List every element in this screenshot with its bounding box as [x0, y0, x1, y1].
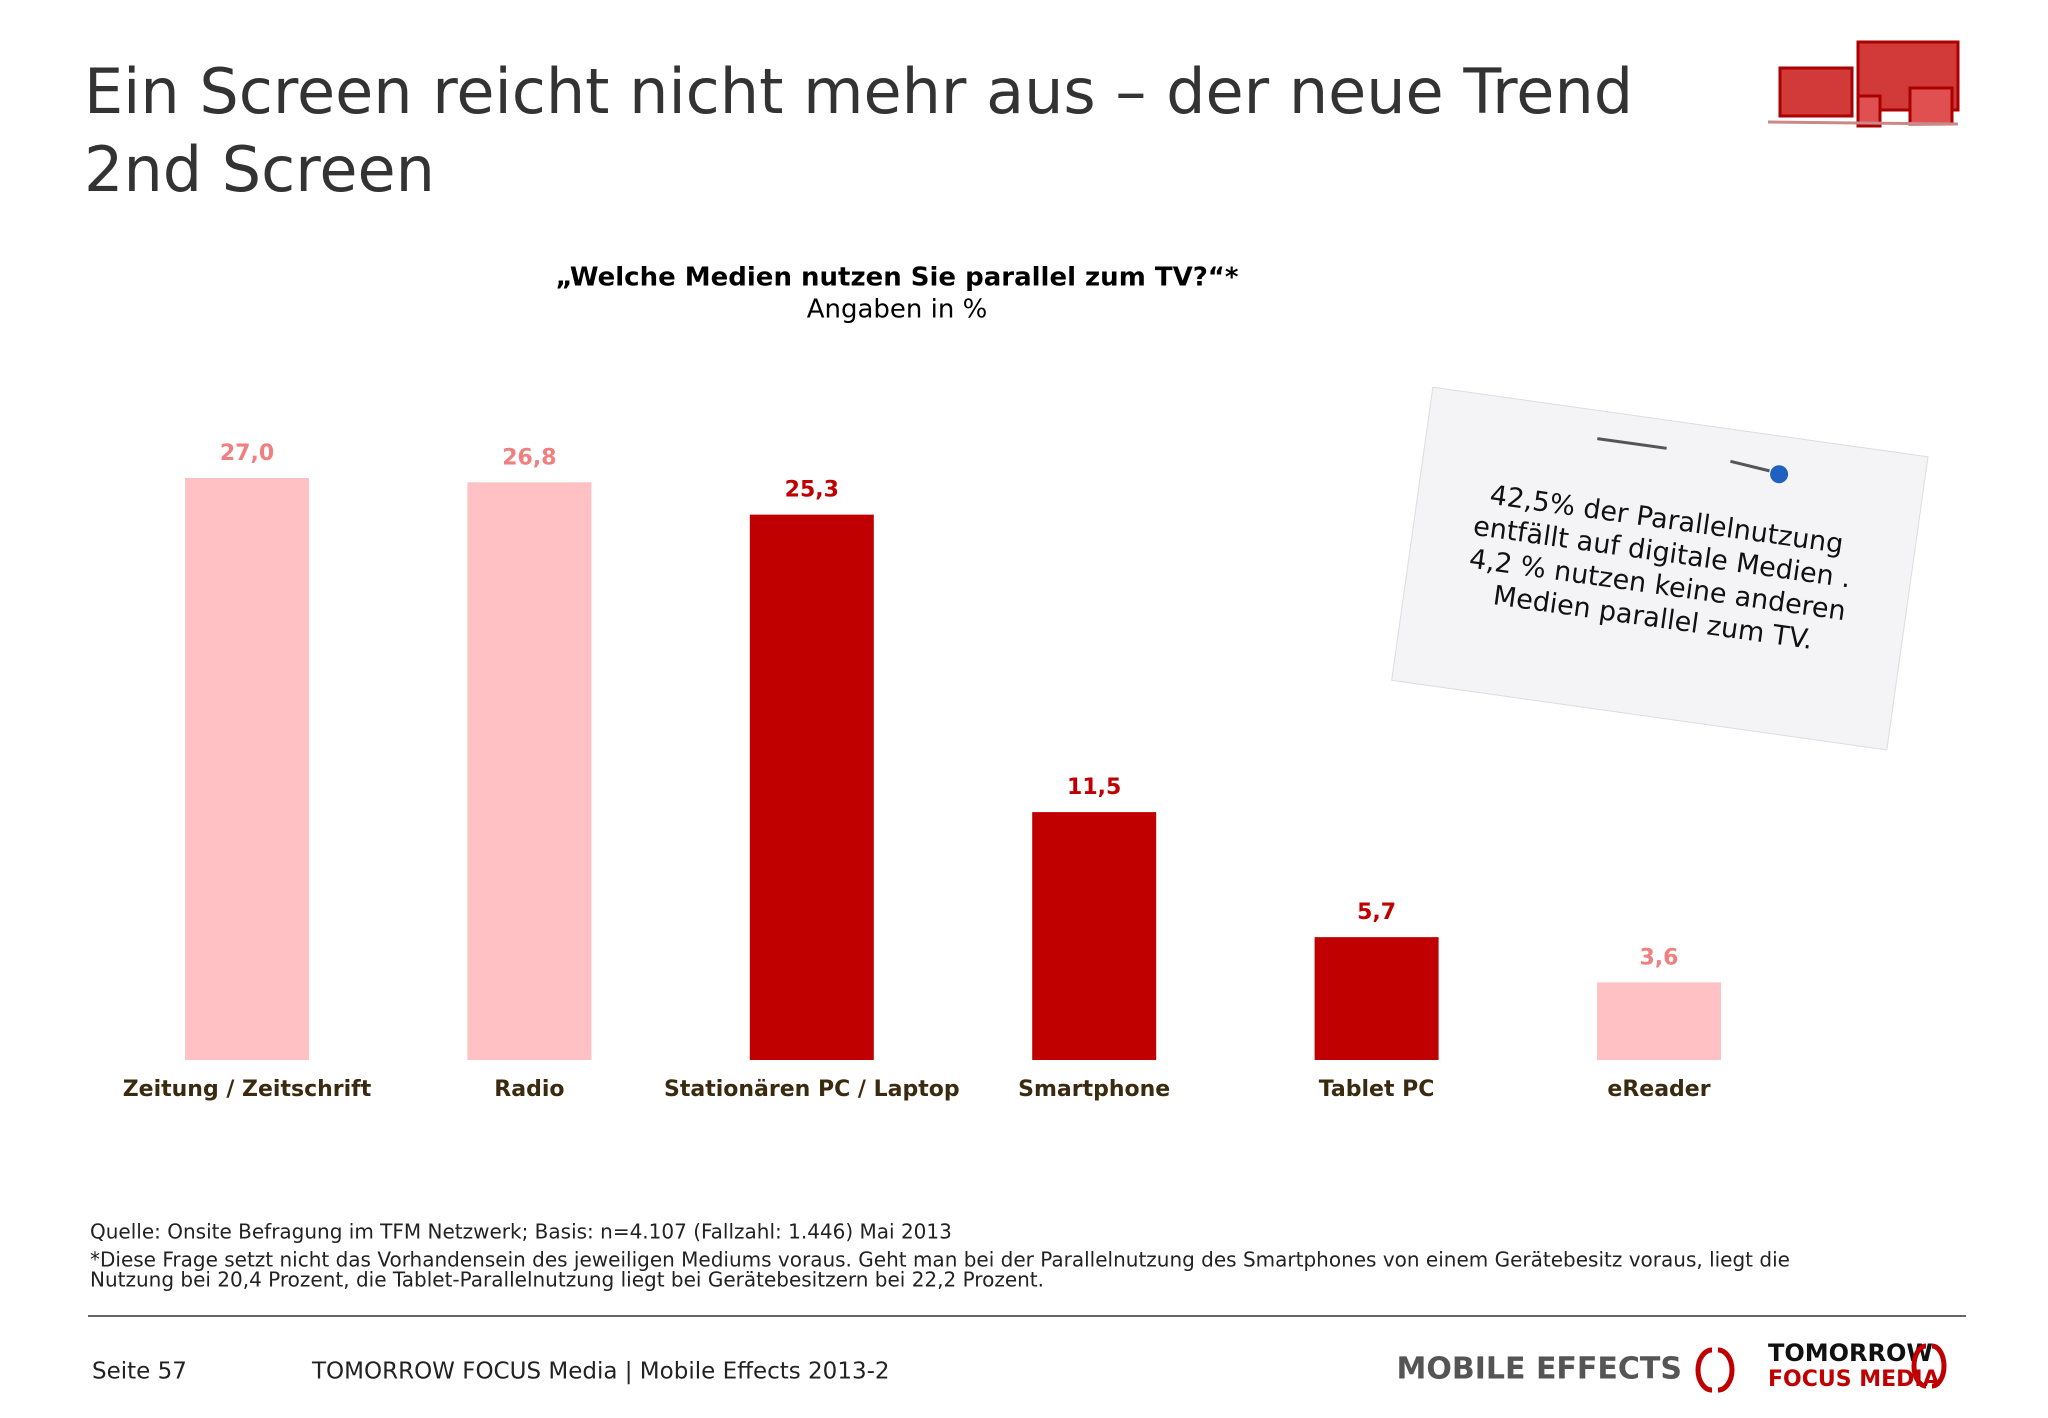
footnote: *Diese Frage setzt nicht das Vorhandense…	[90, 1248, 1790, 1272]
value-label: 27,0	[220, 441, 274, 466]
value-label: 5,7	[1357, 900, 1396, 925]
chart-title: „Welche Medien nutzen Sie parallel zum T…	[556, 263, 1239, 293]
footer-company: TOMORROW FOCUS Media | Mobile Effects 20…	[311, 1359, 890, 1385]
footnote: Nutzung bei 20,4 Prozent, die Tablet-Par…	[90, 1268, 1044, 1292]
logo-mobile-effects: MOBILE EFFECTS	[1397, 1352, 1683, 1387]
slide-title: Ein Screen reicht nicht mehr aus – der n…	[84, 55, 1633, 128]
page-number: Seite 57	[92, 1359, 187, 1385]
x-tick-label: Stationären PC / Laptop	[664, 1077, 960, 1102]
source: Quelle: Onsite Befragung im TFM Netzwerk…	[90, 1220, 952, 1244]
pin	[1770, 465, 1789, 484]
x-tick-label: Smartphone	[1018, 1077, 1170, 1102]
x-tick-label: Radio	[494, 1077, 564, 1102]
bar	[467, 482, 592, 1060]
value-label: 11,5	[1067, 775, 1121, 800]
note-background	[1391, 386, 1929, 751]
logo-tfm: FOCUS MEDIA	[1768, 1367, 1940, 1392]
value-label: 26,8	[502, 445, 556, 470]
x-tick-label: Tablet PC	[1319, 1077, 1435, 1102]
value-label: 3,6	[1640, 945, 1679, 970]
header-icon	[1767, 40, 1960, 128]
x-tick-label: eReader	[1607, 1077, 1710, 1102]
bar	[749, 514, 874, 1060]
bar	[1032, 812, 1157, 1060]
bar	[1314, 937, 1439, 1060]
x-tick-label: Zeitung / Zeitschrift	[123, 1077, 372, 1102]
logo-tfm: TOMORROW	[1768, 1339, 1933, 1367]
chart-subtitle: Angaben in %	[807, 295, 988, 325]
slide-title: 2nd Screen	[84, 133, 435, 206]
bar	[1597, 982, 1721, 1060]
bar	[185, 478, 309, 1060]
value-label: 25,3	[785, 478, 839, 503]
